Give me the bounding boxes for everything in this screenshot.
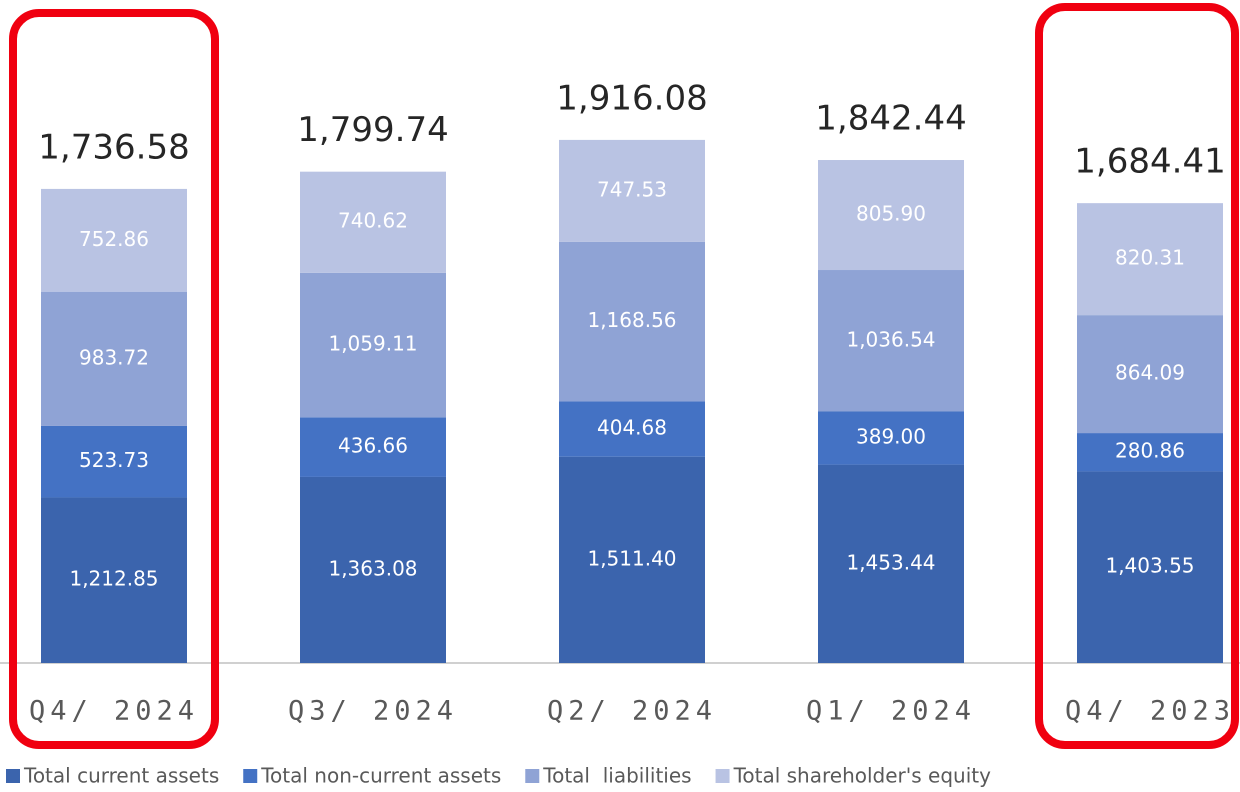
bar-segment — [559, 456, 705, 663]
legend-label: Total non-current assets — [260, 764, 501, 788]
data-label: 1,363.08 — [328, 556, 417, 580]
data-label: 747.53 — [597, 177, 667, 201]
data-label: 1,511.40 — [587, 546, 676, 570]
bar-segment — [300, 171, 446, 273]
plot: 1,212.85 523.73 983.72 752.86 1,736.58 Q4/ 20… — [6, 78, 1235, 788]
legend-marker — [243, 769, 258, 783]
data-label: 1,036.54 — [846, 327, 935, 351]
bar-segment — [818, 160, 964, 271]
legend-label: Total current assets — [23, 764, 219, 788]
data-label: 1,453.44 — [846, 550, 935, 574]
data-label: 820.31 — [1115, 246, 1185, 270]
legend-marker — [715, 769, 730, 783]
x-tick-label: Q2/ 2024 — [547, 696, 717, 727]
bar-segment — [41, 188, 187, 292]
bar-segment — [300, 417, 446, 477]
highlight-box — [9, 9, 219, 749]
legend-label: Total shareholder's equity — [733, 764, 992, 788]
x-tick-label: Q4/ 2024 — [29, 696, 199, 727]
bar-segment — [559, 139, 705, 242]
total-label: 1,916.08 — [556, 78, 707, 118]
total-label: 1,842.44 — [815, 99, 966, 139]
x-tick-label: Q3/ 2024 — [288, 696, 458, 727]
bar-segment — [1077, 471, 1223, 663]
legend-marker — [6, 769, 20, 783]
bar-segment — [818, 270, 964, 412]
data-label: 864.09 — [1115, 361, 1185, 385]
bar-segment — [818, 411, 964, 465]
data-label: 436.66 — [338, 434, 408, 458]
bar-segment — [559, 241, 705, 402]
data-label: 523.73 — [79, 448, 149, 472]
bar-segment — [818, 464, 964, 663]
legend-label: Total liabilities — [542, 764, 691, 788]
highlight-box — [1035, 3, 1239, 749]
bar-segment — [300, 272, 446, 418]
data-label: 1,403.55 — [1105, 554, 1194, 578]
total-label: 1,799.74 — [297, 110, 448, 150]
legend-marker — [525, 769, 540, 783]
data-label: 983.72 — [79, 345, 149, 369]
x-tick-label: Q1/ 2024 — [806, 696, 976, 727]
bar-segment — [1077, 315, 1223, 434]
data-label: 389.00 — [856, 425, 926, 449]
bar-segment — [300, 476, 446, 663]
data-label: 280.86 — [1115, 439, 1185, 463]
data-label: 752.86 — [79, 227, 149, 251]
data-label: 1,212.85 — [69, 567, 158, 591]
x-tick-label: Q4/ 2023 — [1065, 696, 1235, 727]
total-label: 1,736.58 — [38, 127, 189, 167]
data-label: 740.62 — [338, 209, 408, 233]
bar-segment — [1077, 203, 1223, 316]
bar-segment — [41, 425, 187, 498]
bar-segment — [41, 497, 187, 663]
bar-segment — [559, 401, 705, 457]
bar-segment — [1077, 433, 1223, 472]
data-label: 805.90 — [856, 202, 926, 226]
data-label: 1,168.56 — [587, 308, 676, 332]
data-label: 404.68 — [597, 416, 667, 440]
bar-segment — [41, 291, 187, 426]
data-label: 1,059.11 — [328, 332, 417, 356]
total-label: 1,684.41 — [1074, 142, 1225, 182]
